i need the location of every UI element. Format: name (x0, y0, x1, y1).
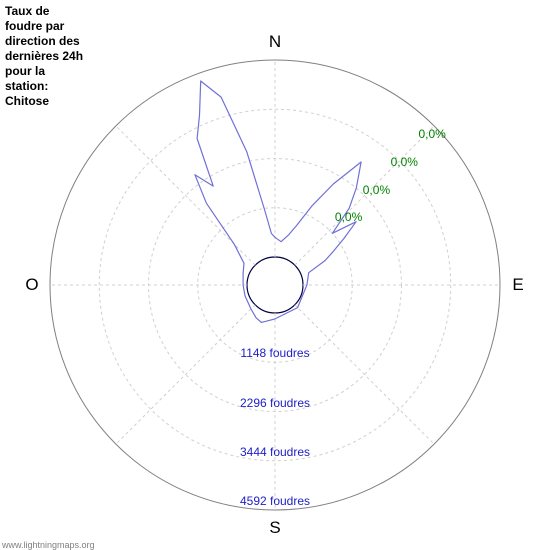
ring-label: 1148 foudres (240, 346, 309, 360)
ring-label: 4592 foudres (240, 494, 310, 508)
footer-attribution: www.lightningmaps.org (2, 540, 95, 550)
percent-label: 0,0% (363, 183, 390, 197)
cardinal-w: O (25, 275, 38, 295)
cardinal-n: N (269, 32, 281, 52)
cardinal-e: E (512, 275, 523, 295)
percent-label: 0,0% (391, 155, 418, 169)
percent-label: 0,0% (418, 127, 445, 141)
percent-label: 0,0% (335, 210, 362, 224)
polar-chart: Taux defoudre pardirection desdernières … (0, 0, 550, 550)
ring-label: 3444 foudres (240, 445, 310, 459)
chart-title: Taux defoudre pardirection desdernières … (5, 4, 105, 109)
ring-label: 2296 foudres (240, 396, 310, 410)
cardinal-s: S (269, 518, 280, 538)
